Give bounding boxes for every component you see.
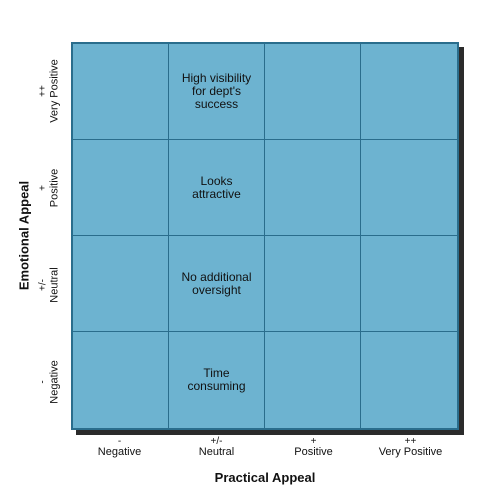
x-axis-title: Practical Appeal <box>214 470 316 485</box>
x-axis-tick: + Positive <box>265 436 362 459</box>
matrix-cell <box>361 332 457 428</box>
matrix-cell <box>361 44 457 140</box>
matrix-cell <box>265 44 361 140</box>
x-axis-tick-symbol: +/- <box>210 436 223 447</box>
x-axis-tick-label: Negative <box>97 446 142 458</box>
matrix-cell <box>265 332 361 428</box>
matrix-cell <box>73 332 169 428</box>
matrix-cell <box>361 140 457 236</box>
x-axis-tick-symbol: - <box>117 436 122 447</box>
matrix-cell-text: Looks attractive <box>192 173 241 201</box>
matrix-cell <box>265 236 361 332</box>
matrix-cell <box>73 140 169 236</box>
y-axis-tick-symbol: + <box>37 184 49 191</box>
matrix-cell-text: High visibility for dept's success <box>181 71 252 111</box>
y-axis-tick: +/- Neutral <box>37 236 67 333</box>
y-axis-tick-symbol: +/- <box>37 278 49 291</box>
y-axis-tick: + Positive <box>37 139 67 236</box>
y-axis-title: Emotional Appeal <box>16 180 32 291</box>
x-axis-tick-symbol: + <box>310 436 317 447</box>
matrix-cell: Time consuming <box>169 332 265 428</box>
matrix-cell: No additional oversight <box>169 236 265 332</box>
y-axis-tick-symbol: - <box>37 379 49 384</box>
matrix-cell-text: Time consuming <box>187 366 246 393</box>
y-axis-tick-label: Negative <box>48 359 61 404</box>
x-axis-tick: ++ Very Positive <box>362 436 459 459</box>
x-axis-tick-label: Very Positive <box>378 446 443 458</box>
x-axis-tick-label: Positive <box>294 446 333 458</box>
x-axis-tick: - Negative <box>71 436 168 459</box>
matrix-cell-text: No additional oversight <box>181 269 252 297</box>
matrix-cell <box>73 44 169 140</box>
matrix-cell: High visibility for dept's success <box>169 44 265 140</box>
y-axis-tick: ++ Very Positive <box>37 42 67 139</box>
y-axis-tick-label: Neutral <box>48 266 61 303</box>
matrix-cell <box>361 236 457 332</box>
matrix-cell <box>73 236 169 332</box>
matrix-cell: Looks attractive <box>169 140 265 236</box>
y-axis-tick-label: Positive <box>48 168 61 207</box>
x-axis-tick: +/- Neutral <box>168 436 265 459</box>
y-axis-tick-symbol: ++ <box>37 84 49 97</box>
x-axis-tick-symbol: ++ <box>404 436 417 447</box>
y-axis-tick: - Negative <box>37 333 67 430</box>
x-axis-tick-label: Neutral <box>198 446 235 458</box>
matrix-cell <box>265 140 361 236</box>
y-axis-tick-label: Very Positive <box>48 58 61 123</box>
matrix-grid: High visibility for dept's success Looks … <box>71 42 459 430</box>
